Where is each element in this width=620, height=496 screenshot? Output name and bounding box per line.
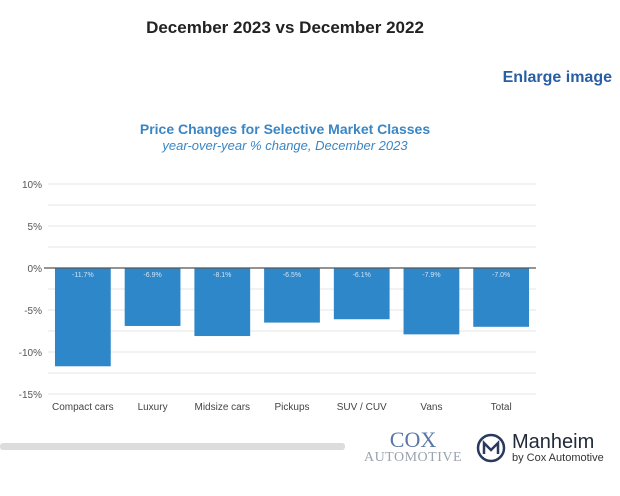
x-tick-label: Luxury bbox=[138, 402, 168, 413]
bar bbox=[264, 268, 320, 323]
data-labels: -11.7% -6.9% -8.1% -6.5% -6.1% -7.9% -7.0% bbox=[72, 272, 510, 279]
bar bbox=[124, 268, 181, 326]
y-tick-label: 10% bbox=[22, 180, 42, 191]
manheim-emblem-icon bbox=[476, 433, 506, 463]
manheim-sub: by Cox Automotive bbox=[512, 452, 604, 464]
manheim-name: Manheim bbox=[512, 431, 595, 453]
bar bbox=[333, 268, 390, 320]
y-tick-label: -15% bbox=[19, 390, 42, 401]
manheim-logo: Manheim by Cox Automotive bbox=[476, 432, 604, 464]
data-label: -7.9% bbox=[422, 272, 440, 279]
y-tick-label: -5% bbox=[24, 306, 42, 317]
x-tick-label: Total bbox=[491, 402, 512, 413]
bar bbox=[473, 268, 530, 327]
data-label: -8.1% bbox=[213, 272, 231, 279]
cox-automotive-logo: COX AUTOMOTIVE bbox=[363, 427, 463, 466]
x-tick-label: Vans bbox=[420, 402, 442, 413]
x-axis-ticks: Compact cars Luxury Midsize cars Pickups SUV… bbox=[52, 402, 512, 413]
enlarge-image-link[interactable]: Enlarge image bbox=[502, 69, 612, 86]
data-label: -6.1% bbox=[353, 272, 371, 279]
y-axis-ticks: 10% 5% 0% -5% -10% -15% bbox=[19, 180, 42, 401]
bar bbox=[54, 268, 111, 367]
y-tick-label: 5% bbox=[28, 222, 43, 233]
data-label: -7.0% bbox=[492, 272, 510, 279]
data-label: -11.7% bbox=[72, 272, 94, 279]
x-tick-label: Midsize cars bbox=[194, 402, 250, 413]
x-tick-label: Compact cars bbox=[52, 402, 114, 413]
x-tick-label: Pickups bbox=[274, 402, 309, 413]
data-label: -6.9% bbox=[143, 272, 161, 279]
page-heading: December 2023 vs December 2022 bbox=[146, 18, 424, 37]
chart-title: Price Changes for Selective Market Class… bbox=[139, 121, 431, 137]
data-label: -6.5% bbox=[283, 272, 301, 279]
bar bbox=[194, 268, 251, 337]
y-tick-label: -10% bbox=[19, 348, 42, 359]
bars bbox=[54, 268, 530, 367]
chart-subtitle: year-over-year % change, December 2023 bbox=[162, 138, 408, 153]
x-tick-label: SUV / CUV bbox=[337, 402, 387, 413]
scrollbar[interactable] bbox=[0, 443, 345, 450]
bar-chart: 10% 5% 0% -5% -10% -15% -11.7% -6.9% -8.1% -6.5%… bbox=[19, 180, 536, 413]
y-tick-label: 0% bbox=[28, 264, 43, 275]
bar bbox=[403, 268, 460, 335]
